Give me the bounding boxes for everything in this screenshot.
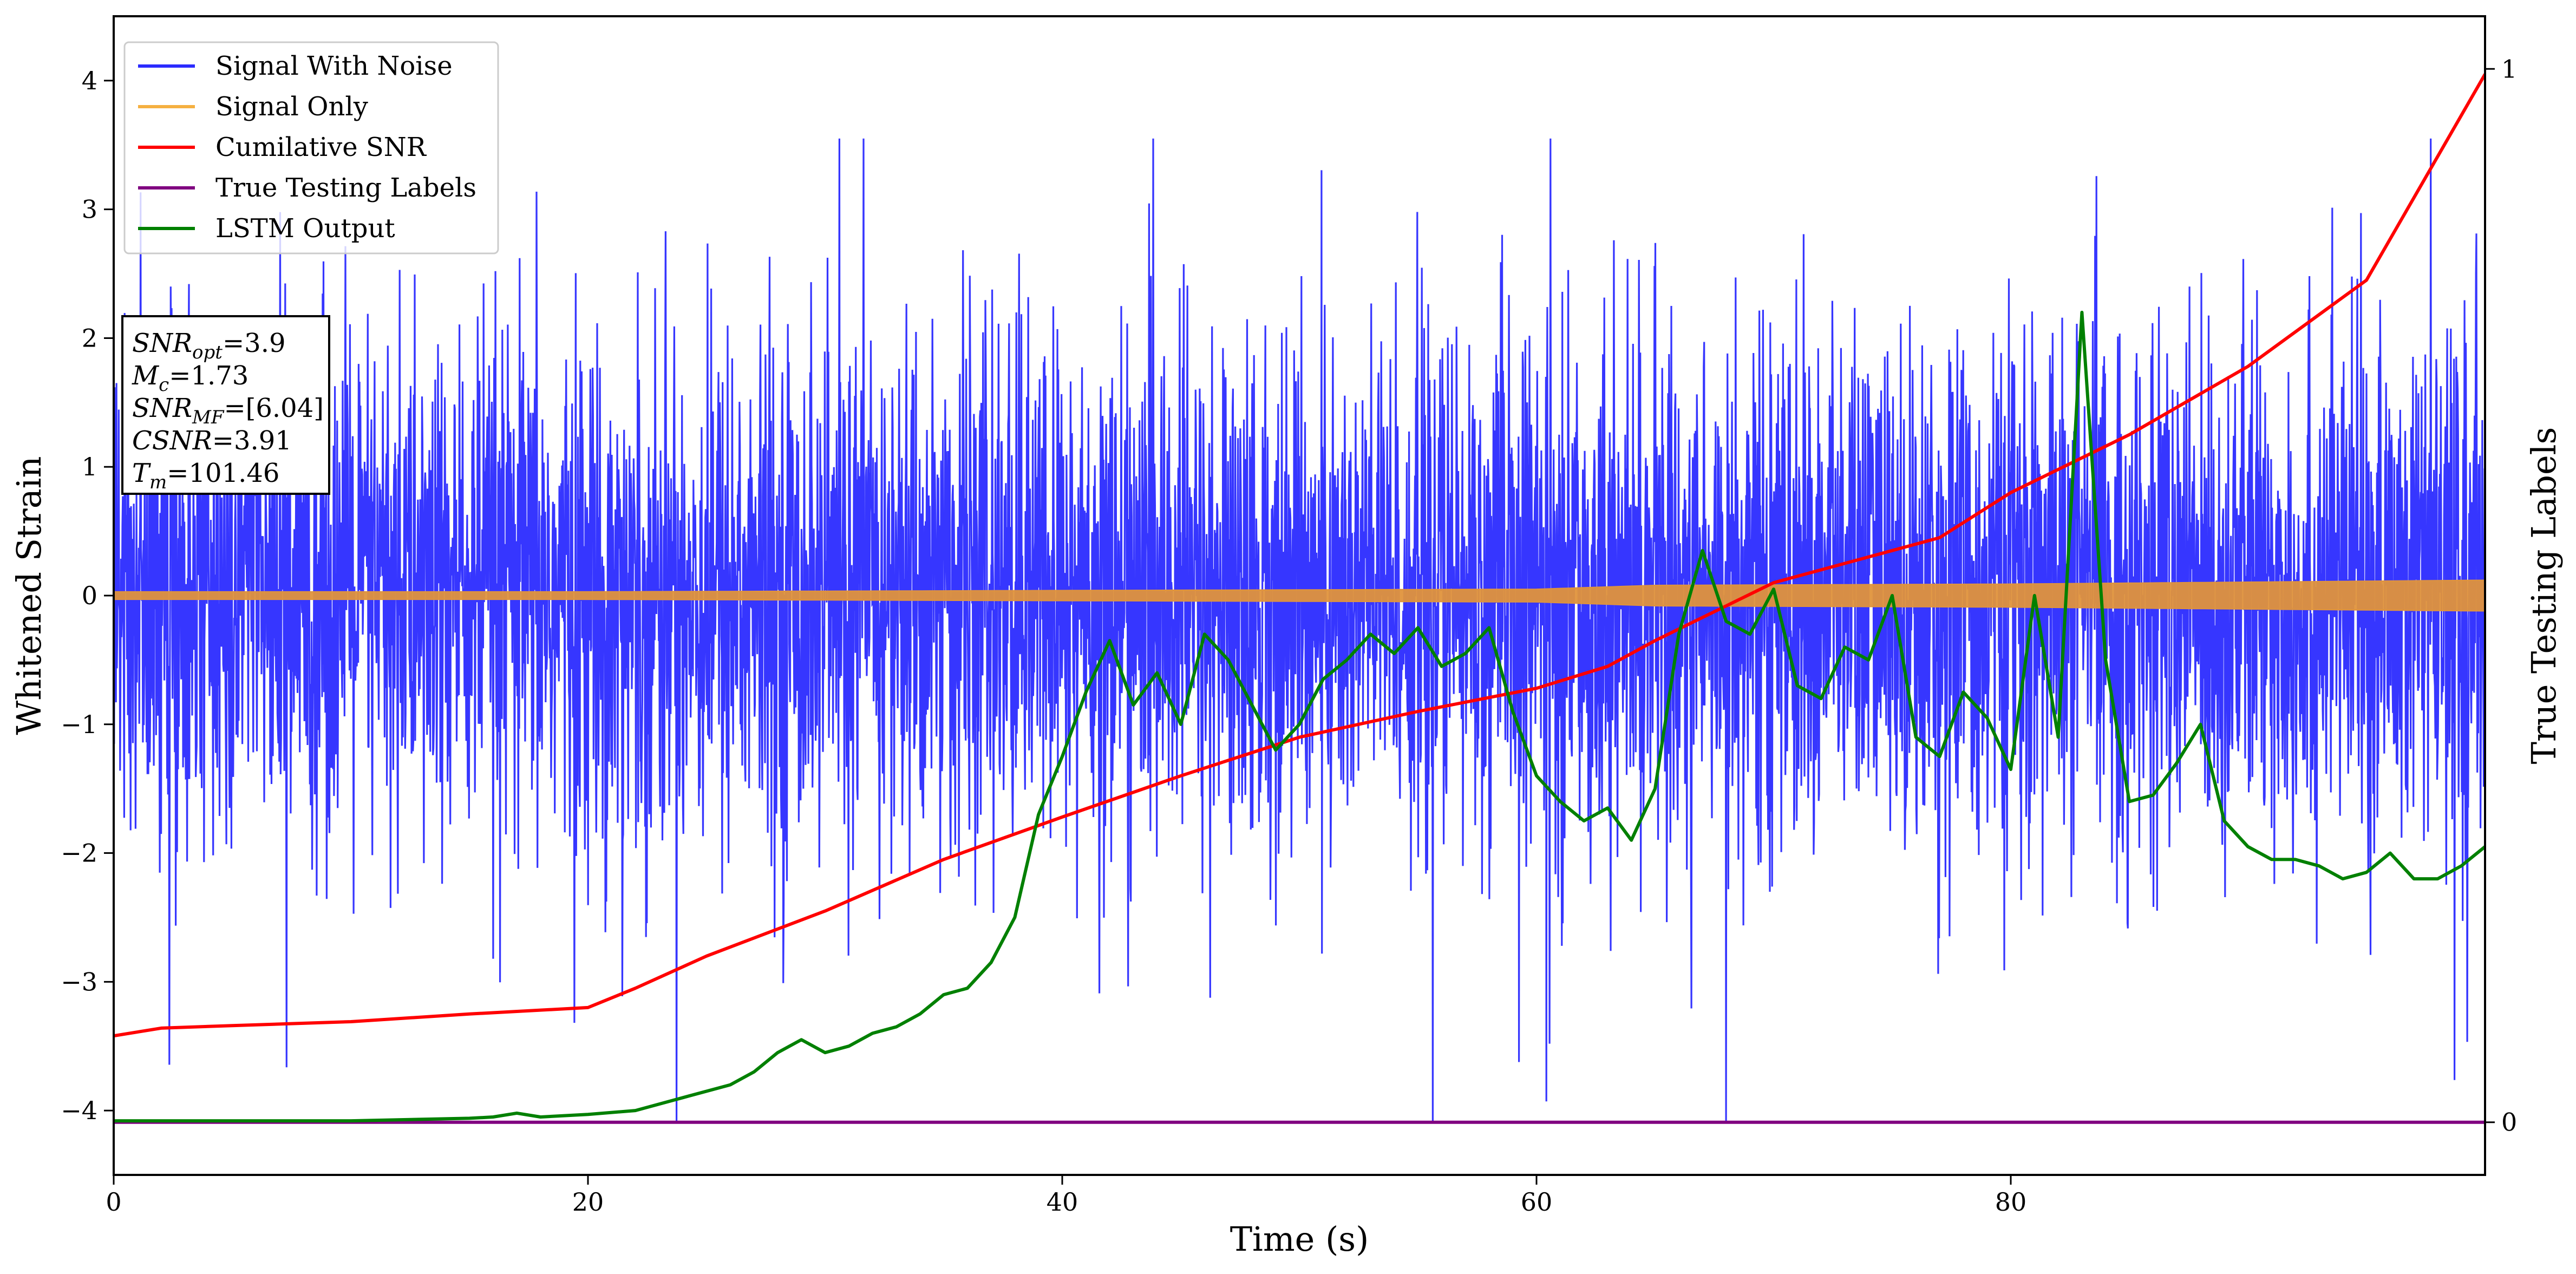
y2-axis-title: True Testing Labels [2524,427,2564,765]
legend-label-signal-with-noise: Signal With Noise [215,51,453,81]
y-tick-label: 1 [82,452,97,481]
info-lines: SNRopt=3.9Mc=1.73SNRMF=[6.04]CSNR=3.91Tm… [132,328,324,493]
legend: Signal With Noise Signal Only Cumilative S… [123,41,499,254]
y-tick-label: 4 [82,66,97,95]
series-cumilative-snr [114,73,2485,1038]
y-tick-label: −4 [61,1096,97,1125]
info-line: Mc=1.73 [132,361,249,396]
info-line: CSNR=3.91 [132,426,292,456]
legend-entries: Signal With Noise Signal Only Cumilative S… [138,51,476,244]
y-tick-label: −1 [61,710,97,739]
info-line: SNRMF=[6.04] [132,393,324,428]
series-lstm-output [114,310,2485,1123]
y-tick-label: 0 [82,581,97,610]
y-tick-label: 3 [82,195,97,224]
info-line: Tm=101.46 [132,458,279,493]
x-tick-label: 20 [572,1187,604,1217]
legend-label-cumilative-snr: Cumilative SNR [215,132,427,162]
y-tick-label: 2 [82,323,97,352]
x-tick-label: 60 [1521,1187,1553,1217]
x-tick-label: 40 [1047,1187,1078,1217]
info-line: SNRopt=3.9 [132,328,286,363]
legend-label-signal-only: Signal Only [215,92,368,122]
x-tick-label: 0 [106,1187,121,1217]
legend-label-true-testing-labels: True Testing Labels [215,173,476,203]
y2-tick-label: 1 [2501,54,2517,83]
series-layer [114,73,2485,1124]
legend-label-lstm-output: LSTM Output [215,213,395,244]
x-tick-label: 80 [1995,1187,2027,1217]
y-tick-label: −2 [61,839,97,868]
x-axis-title: Time (s) [1230,1219,1369,1259]
legend-frame [123,41,499,254]
info-box-frame [121,315,330,495]
info-box: SNRopt=3.9Mc=1.73SNRMF=[6.04]CSNR=3.91Tm… [121,315,330,495]
y2-tick-label: 0 [2501,1108,2517,1137]
y-tick-label: −3 [61,967,97,996]
y-axis-title: Whitened Strain [9,456,49,735]
